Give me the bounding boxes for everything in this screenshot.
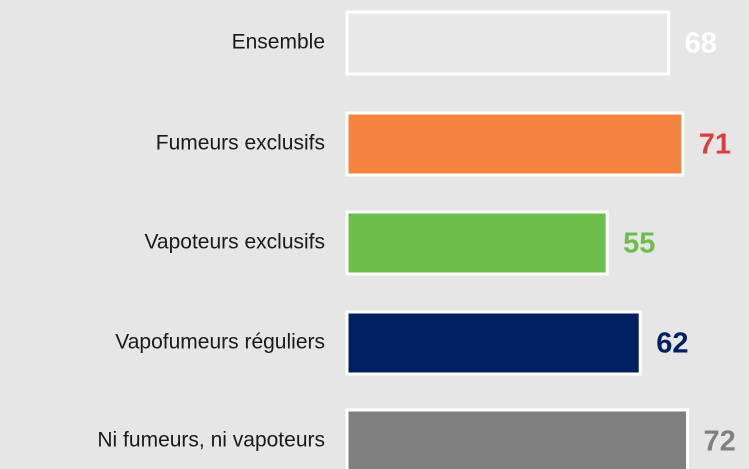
bar [345,310,642,376]
bar [345,210,609,276]
value-label: 72 [704,426,736,458]
category-label: Fumeurs exclusifs [156,132,325,155]
category-label: Vapofumeurs réguliers [115,331,325,354]
value-label: 68 [685,28,717,60]
bar [345,10,671,76]
category-label: Vapoteurs exclusifs [144,231,325,254]
bar [345,111,685,177]
value-label: 62 [656,328,688,360]
value-label: 55 [623,228,655,260]
value-label: 71 [699,129,731,161]
bar [345,408,690,469]
category-label: Ensemble [232,31,325,54]
category-label: Ni fumeurs, ni vapoteurs [97,429,325,452]
